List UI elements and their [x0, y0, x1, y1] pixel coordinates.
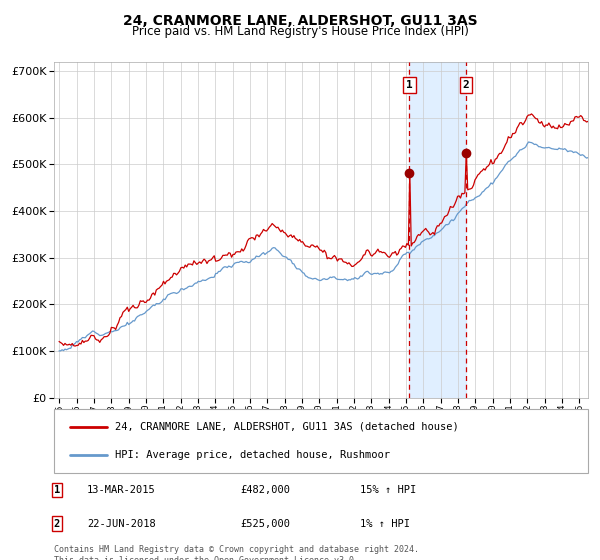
Text: 1% ↑ HPI: 1% ↑ HPI — [360, 519, 410, 529]
Text: Price paid vs. HM Land Registry's House Price Index (HPI): Price paid vs. HM Land Registry's House … — [131, 25, 469, 38]
Text: 24, CRANMORE LANE, ALDERSHOT, GU11 3AS: 24, CRANMORE LANE, ALDERSHOT, GU11 3AS — [122, 14, 478, 28]
Text: 24, CRANMORE LANE, ALDERSHOT, GU11 3AS (detached house): 24, CRANMORE LANE, ALDERSHOT, GU11 3AS (… — [115, 422, 459, 432]
Text: 1: 1 — [406, 80, 413, 90]
Text: £525,000: £525,000 — [240, 519, 290, 529]
Text: 22-JUN-2018: 22-JUN-2018 — [87, 519, 156, 529]
Text: 15% ↑ HPI: 15% ↑ HPI — [360, 485, 416, 495]
Text: 1: 1 — [54, 485, 60, 495]
Text: £482,000: £482,000 — [240, 485, 290, 495]
Text: 2: 2 — [463, 80, 469, 90]
FancyBboxPatch shape — [54, 409, 588, 473]
Text: 13-MAR-2015: 13-MAR-2015 — [87, 485, 156, 495]
Text: HPI: Average price, detached house, Rushmoor: HPI: Average price, detached house, Rush… — [115, 450, 391, 460]
Bar — [409, 62, 466, 398]
Text: 2: 2 — [54, 519, 60, 529]
Text: Contains HM Land Registry data © Crown copyright and database right 2024.
This d: Contains HM Land Registry data © Crown c… — [54, 545, 419, 560]
